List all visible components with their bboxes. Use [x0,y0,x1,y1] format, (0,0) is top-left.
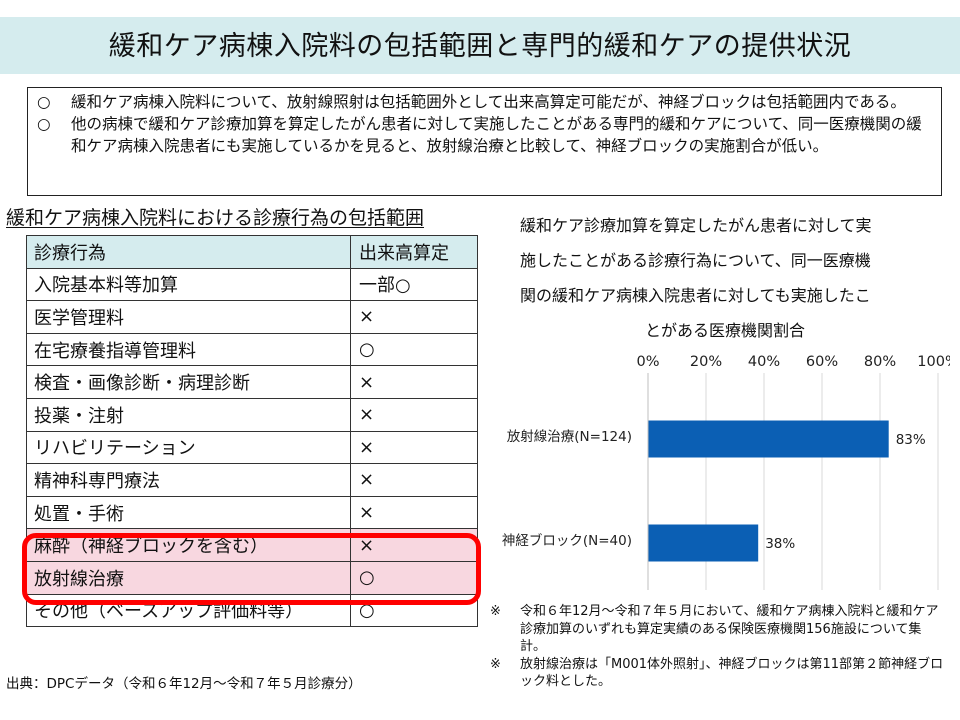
table-row: 医学管理料 × [26,300,478,334]
bullet-circle: ○ [37,115,51,133]
source-note: 出典：DPCデータ（令和６年12月～令和７年５月診療分） [6,676,362,692]
x-tick-label: 20% [690,354,722,370]
fee-cell: × [350,300,478,334]
chart-title-line: 関の緩和ケア病棟入院患者に対しても実施したこ [520,286,871,305]
category-label: 神経ブロック(N=40) [502,532,632,549]
table-row: リハビリテーション × [26,430,478,465]
note-mark: ※ [490,604,501,619]
table-row: 在宅療養指導管理料 ○ [26,332,478,367]
data-label: 83% [896,432,926,448]
title-band [0,17,960,74]
procedure-cell: 医学管理料 [26,300,351,334]
procedure-cell: 投薬・注射 [26,397,351,432]
data-label: 38% [765,536,795,552]
procedure-cell: 麻酔（神経ブロックを含む） [26,528,351,562]
header-procedure: 診療行為 [26,235,351,269]
chart-title-line: 施したことがある診療行為について、同一医療機 [520,251,871,270]
note-mark: ※ [490,656,501,672]
x-tick-label: 100% [917,354,950,370]
fee-cell: 一部○ [350,267,478,302]
procedure-cell: 在宅療養指導管理料 [26,332,351,367]
chart-title-line: 緩和ケア診療加算を算定したがん患者に対して実 [520,216,872,235]
bar [648,524,759,562]
note-text: 放射線治療は「M001体外照射」、神経ブロックは第11部第２節神経ブロック料とし… [520,656,944,690]
bar [648,420,889,458]
chart-title: 緩和ケア診療加算を算定したがん患者に対して実 施したことがある診療行為について、… [520,208,930,348]
procedure-cell: 処置・手術 [26,495,351,530]
fee-cell: × [350,463,478,497]
procedure-cell: 検査・画像診断・病理診断 [26,365,351,399]
summary-box: ○ 緩和ケア病棟入院料について、放射線照射は包括範囲外として出来高算定可能だが、… [27,87,942,196]
fee-cell: × [350,430,478,465]
summary-text: 緩和ケア病棟入院料について、放射線照射は包括範囲外として出来高算定可能だが、神経… [71,93,906,111]
summary-item: ○ 緩和ケア病棟入院料について、放射線照射は包括範囲外として出来高算定可能だが、… [37,91,933,113]
table-row: その他（ベースアップ評価料等） ○ [26,593,478,628]
summary-text: 他の病棟で緩和ケア診療加算を算定したがん患者に対して実施したことがある専門的緩和… [71,115,922,155]
x-tick-label: 40% [748,354,780,370]
x-tick-label: 60% [806,354,838,370]
fee-cell: × [350,365,478,399]
table-row: 精神科専門療法 × [26,463,478,497]
bar-chart: 0% 20% 40% 60% 80% 100% 83% 放射線治療(N=124) 38% 神経ブロ… [502,354,950,590]
table-row: 検査・画像診断・病理診断 × [26,365,478,399]
fee-cell: × [350,528,478,562]
table-row: 入院基本料等加算 一部○ [26,267,478,302]
note-item: ※ 令和６年12月～令和７年５月において、緩和ケア病棟入院料と緩和ケア診療加算の… [490,603,945,656]
procedure-cell: 放射線治療 [26,560,351,595]
procedure-cell: その他（ベースアップ評価料等） [26,593,351,628]
fee-cell: × [350,495,478,530]
category-label: 放射線治療(N=124) [507,428,632,445]
procedure-cell: リハビリテーション [26,430,351,465]
x-tick-label: 0% [636,354,659,370]
table-row: 投薬・注射 × [26,397,478,432]
table-row-highlighted: 麻酔（神経ブロックを含む） × [26,528,478,562]
note-text: 令和６年12月～令和７年５月において、緩和ケア病棟入院料と緩和ケア診療加算のいず… [520,604,939,654]
fee-cell: × [350,397,478,432]
bullet-circle: ○ [37,93,51,111]
chart-title-line: とがある医療機関割合 [644,321,805,340]
summary-item: ○ 他の病棟で緩和ケア診療加算を算定したがん患者に対して実施したことがある専門的… [37,113,933,157]
fee-cell: ○ [350,593,478,628]
notes: ※ 令和６年12月～令和７年５月において、緩和ケア病棟入院料と緩和ケア診療加算の… [490,603,945,691]
procedure-cell: 入院基本料等加算 [26,267,351,302]
table-row-highlighted: 放射線治療 ○ [26,560,478,595]
table-row: 処置・手術 × [26,495,478,530]
fee-cell: ○ [350,332,478,367]
table-header-row: 診療行為 出来高算定 [26,235,478,269]
x-tick-label: 80% [864,354,896,370]
page-title: 緩和ケア病棟入院料の包括範囲と専門的緩和ケアの提供状況 [108,31,852,62]
fee-cell: ○ [350,560,478,595]
coverage-table: 診療行為 出来高算定 入院基本料等加算 一部○ 医学管理料 × 在宅療養指導管理料 ○… [26,235,478,628]
note-item: ※ 放射線治療は「M001体外照射」、神経ブロックは第11部第２節神経ブロック料… [490,656,945,691]
table-title: 緩和ケア病棟入院料における診療行為の包括範囲 [6,207,425,229]
procedure-cell: 精神科専門療法 [26,463,351,497]
header-fee: 出来高算定 [350,235,478,269]
